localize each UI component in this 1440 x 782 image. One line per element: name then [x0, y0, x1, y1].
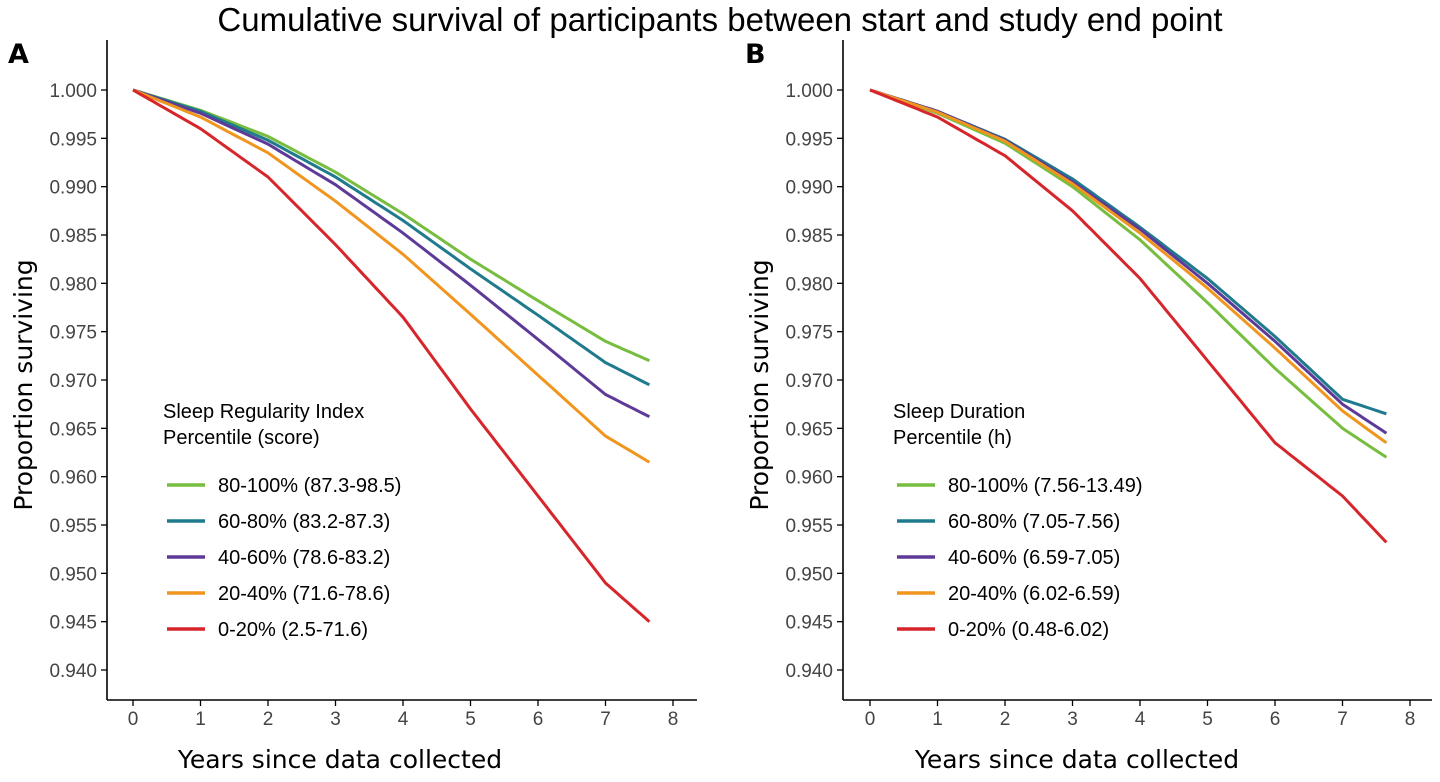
- series-line: [132, 88, 651, 387]
- x-tick-label: 6: [1270, 709, 1281, 730]
- series-group: [132, 88, 651, 623]
- x-tick-label: 4: [398, 709, 409, 730]
- y-tick-label: 0.995: [785, 129, 833, 150]
- y-tick-label: 0.950: [49, 564, 97, 585]
- x-tick-label: 8: [668, 709, 679, 730]
- x-tick-label: 2: [263, 709, 274, 730]
- y-tick-label: 1.000: [49, 81, 97, 102]
- y-tick-label: 0.950: [785, 564, 833, 585]
- x-tick-label: 3: [1067, 709, 1078, 730]
- x-tick-label: 5: [1202, 709, 1213, 730]
- y-tick-label: 0.945: [49, 613, 97, 634]
- y-tick-label: 0.985: [785, 226, 833, 247]
- x-tick-label: 4: [1135, 709, 1146, 730]
- x-tick-label: 1: [195, 709, 206, 730]
- legend-title: Sleep Regularity Index: [163, 401, 364, 423]
- legend-label: 80-100% (87.3-98.5): [218, 475, 401, 497]
- legend-label: 20-40% (71.6-78.6): [218, 583, 390, 605]
- y-tick-label: 0.970: [49, 371, 97, 392]
- x-tick-label: 3: [330, 709, 341, 730]
- series-line: [869, 88, 1387, 416]
- x-tick-label: 7: [600, 709, 611, 730]
- legend-label: 20-40% (6.02-6.59): [948, 583, 1120, 605]
- y-tick-label: 0.955: [785, 516, 833, 537]
- legend-label: 40-60% (78.6-83.2): [218, 547, 390, 569]
- series-line: [869, 88, 1388, 544]
- y-tick-label: 0.960: [785, 468, 833, 489]
- y-tick-label: 0.980: [785, 274, 833, 295]
- y-tick-label: 0.940: [49, 661, 97, 682]
- y-tick-label: 0.970: [785, 371, 833, 392]
- legend: Sleep Regularity Index Percentile (score)…: [163, 401, 401, 641]
- y-tick-label: 0.975: [49, 323, 97, 344]
- series-line: [132, 88, 651, 419]
- x-tick-label: 1: [932, 709, 943, 730]
- x-axis-title: Years since data collected: [914, 745, 1239, 774]
- y-tick-label: 0.990: [785, 178, 833, 199]
- y-tick-label: 0.995: [49, 129, 97, 150]
- y-tick-label: 0.940: [785, 661, 833, 682]
- legend-label: 40-60% (6.59-7.05): [948, 547, 1120, 569]
- series-line: [132, 88, 651, 363]
- y-axis-title: Proportion surviving: [745, 259, 774, 510]
- y-tick-label: 0.975: [785, 323, 833, 344]
- legend-title: Sleep Duration: [893, 401, 1025, 423]
- panel-b: B 0.940 0.945 0.950 0.955 0.960 0.965 0.970 0.97…: [745, 39, 1432, 774]
- legend-label: 60-80% (83.2-87.3): [218, 511, 390, 533]
- y-tick-label: 0.965: [49, 419, 97, 440]
- legend: Sleep Duration Percentile (h) 80-100% (7.5…: [893, 401, 1143, 641]
- figure-title: Cumulative survival of participants betw…: [217, 1, 1222, 38]
- legend-label: 0-20% (0.48-6.02): [948, 619, 1109, 641]
- series-group: [869, 88, 1388, 544]
- y-tick-label: 0.980: [49, 274, 97, 295]
- x-tick-label: 0: [128, 709, 139, 730]
- legend-label: 60-80% (7.05-7.56): [948, 511, 1120, 533]
- x-axis-title: Years since data collected: [177, 745, 502, 774]
- series-line: [869, 88, 1388, 435]
- panel-letter: A: [8, 39, 29, 70]
- x-tick-label: 7: [1337, 709, 1348, 730]
- legend-title: Percentile (score): [163, 427, 320, 449]
- legend-label: 0-20% (2.5-71.6): [218, 619, 368, 641]
- y-tick-label: 0.990: [49, 178, 97, 199]
- legend-label: 80-100% (7.56-13.49): [948, 475, 1143, 497]
- y-tick-label: 0.955: [49, 516, 97, 537]
- y-tick-label: 0.945: [785, 613, 833, 634]
- y-tick-label: 0.985: [49, 226, 97, 247]
- y-tick-label: 1.000: [785, 81, 833, 102]
- x-tick-label: 6: [533, 709, 544, 730]
- x-tick-label: 8: [1405, 709, 1416, 730]
- y-axis-title: Proportion surviving: [9, 259, 38, 510]
- x-tick-label: 2: [1000, 709, 1011, 730]
- series-line: [132, 88, 651, 623]
- y-tick-label: 0.965: [785, 419, 833, 440]
- legend-title: Percentile (h): [893, 427, 1012, 449]
- panel-a: A 0.940 0.945 0.950 0.955 0.960 0.965 0.970 0.97…: [8, 39, 697, 774]
- panel-letter: B: [745, 39, 766, 70]
- series-line: [132, 88, 651, 464]
- panels: A 0.940 0.945 0.950 0.955 0.960 0.965 0.970 0.97…: [8, 39, 1432, 774]
- x-tick-label: 5: [465, 709, 476, 730]
- series-line: [869, 88, 1388, 445]
- x-tick-label: 0: [865, 709, 876, 730]
- y-tick-label: 0.960: [49, 468, 97, 489]
